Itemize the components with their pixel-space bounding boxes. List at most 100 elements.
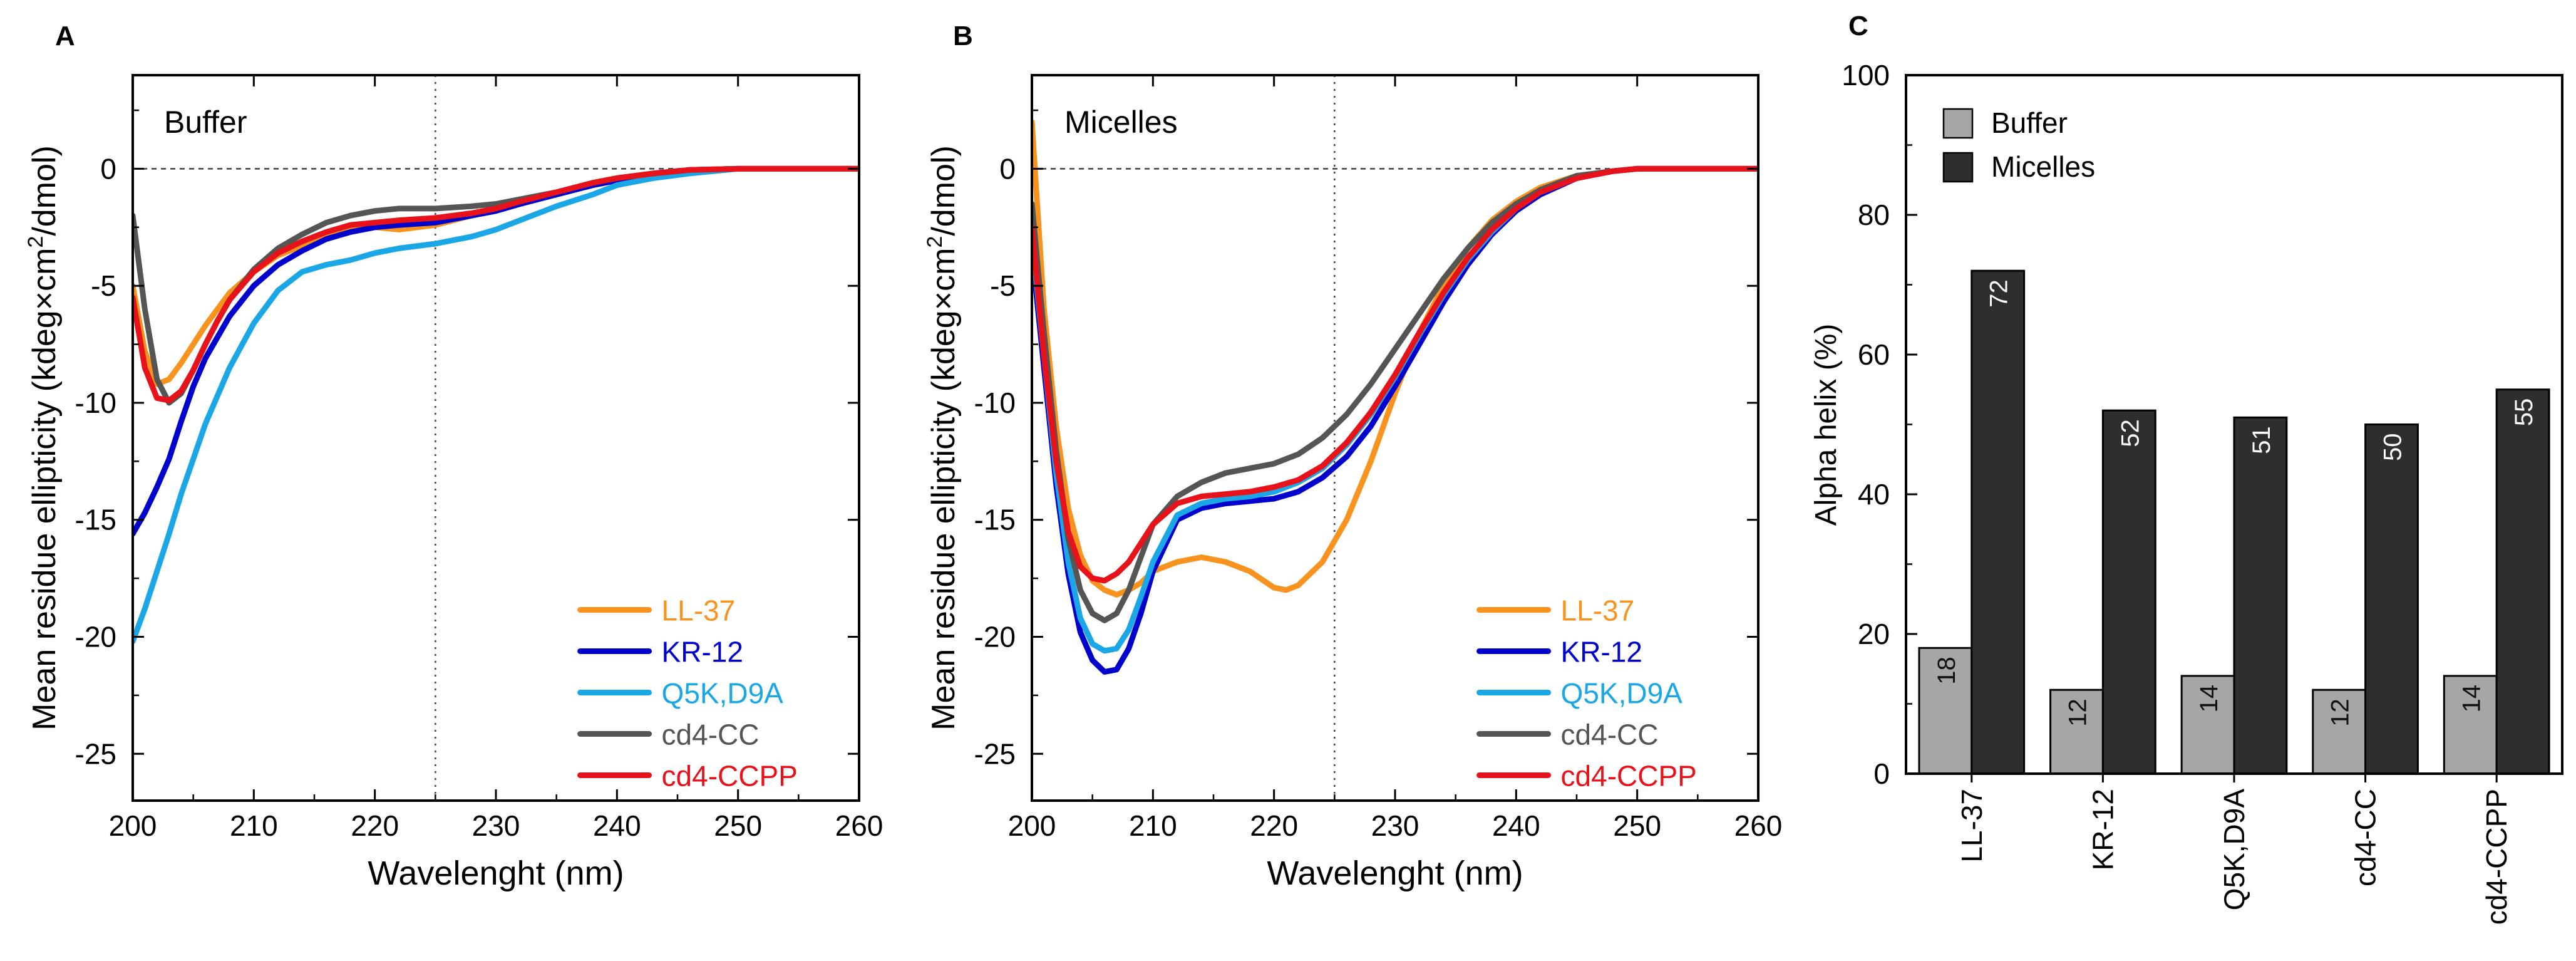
x-tick-label: 210	[1129, 809, 1177, 842]
bar-value-label: 12	[2064, 699, 2091, 727]
x-tick-label: 200	[109, 809, 157, 842]
y-axis-ticks: 0 -5 -10 -15 -20 -25	[75, 109, 859, 770]
x-category-label: Q5K,D9A	[2218, 789, 2250, 911]
x-tick-label: 260	[835, 809, 884, 842]
bar-value-label: 52	[2116, 419, 2144, 447]
bar-value-label: 50	[2379, 434, 2407, 462]
panel-title-buffer: Buffer	[164, 105, 247, 140]
bar-value-label: 72	[1986, 279, 2013, 308]
y-label-unit: /dmol)	[925, 145, 962, 236]
y-tick-label: 0	[999, 152, 1016, 185]
y-tick-label: -10	[75, 387, 116, 419]
y-tick-label: -5	[91, 269, 116, 302]
series-line-q5k-d9a	[133, 165, 859, 645]
panel-c-alpha-helix-bars: C 18 72 12 52 14 51 12 50 14 55 0 20 40 60 80 100 LL-3…	[1810, 11, 2563, 925]
y-tick-label: -15	[974, 504, 1016, 536]
y-label-unit: /dmol)	[26, 145, 63, 236]
legend: LL-37 KR-12 Q5K,D9A cd4-CC cd4-CCPP	[577, 594, 798, 792]
y-tick-label: -20	[75, 621, 116, 653]
y-tick-label: 100	[1842, 59, 1890, 91]
bar-value-label: 55	[2510, 398, 2538, 427]
x-tick-label: 200	[1008, 809, 1056, 842]
x-tick-label: 220	[1250, 809, 1298, 842]
legend-label: cd4-CCPP	[662, 759, 798, 792]
y-tick-label: 20	[1858, 618, 1890, 650]
series-line-ll-37	[1032, 119, 1758, 598]
y-tick-label: -20	[974, 621, 1016, 653]
y-tick-label: -15	[75, 504, 116, 536]
x-category-label: cd4-CCPP	[2480, 789, 2513, 925]
bar-micelles-q5k-d9a	[2233, 416, 2288, 775]
x-axis-category-labels: LL-37 KR-12 Q5K,D9A cd4-CC cd4-CCPP	[1955, 774, 2513, 925]
x-tick-label: 240	[1492, 809, 1540, 842]
y-tick-label: 80	[1858, 199, 1890, 231]
x-tick-label: 260	[1734, 809, 1783, 842]
legend-label: Micelles	[1991, 150, 2095, 183]
bar-micelles-cd4-cc	[2364, 423, 2419, 775]
bar-value-label: 51	[2248, 426, 2275, 454]
legend-label: KR-12	[1561, 635, 1642, 668]
bar-micelles-ll-37	[1971, 269, 2026, 775]
x-category-label: LL-37	[1955, 789, 1988, 863]
panel-b-micelles-cd-spectra: B 200 210 220 230 240 250 260 0-5-10-15-20-25 …	[923, 21, 1782, 892]
x-tick-label: 240	[593, 809, 641, 842]
legend-label: Q5K,D9A	[662, 677, 784, 709]
legend-label: cd4-CC	[662, 718, 760, 751]
bar-value-label: 14	[2195, 685, 2223, 713]
spectra-lines	[133, 165, 859, 645]
legend-label: LL-37	[662, 594, 736, 626]
y-tick-label: 40	[1858, 478, 1890, 511]
y-label-superscript: 2	[24, 236, 48, 248]
legend-label: LL-37	[1561, 594, 1635, 626]
y-tick-label: 0	[100, 152, 116, 185]
x-axis-label: Wavelenght (nm)	[1267, 855, 1523, 892]
legend: Buffer Micelles	[1942, 106, 2095, 183]
y-label-main: Mean residue ellipticity (kdeg×cm	[26, 248, 63, 730]
y-axis-label: Mean residue ellipticity (kdeg×cm2/dmol)	[923, 145, 962, 730]
x-tick-label: 250	[714, 809, 762, 842]
y-tick-label: 60	[1858, 338, 1890, 371]
legend-label: cd4-CC	[1561, 718, 1659, 751]
legend-swatch	[1942, 152, 1974, 183]
legend: LL-37 KR-12 Q5K,D9A cd4-CC cd4-CCPP	[1476, 594, 1697, 792]
series-line-cd4-ccpp	[1032, 165, 1758, 584]
y-tick-label: 0	[1873, 757, 1890, 790]
legend-label: Buffer	[1991, 106, 2068, 139]
panel-label-b: B	[953, 21, 973, 51]
bar-value-label: 14	[2458, 685, 2485, 713]
spectra-lines	[1032, 119, 1758, 675]
x-tick-label: 220	[351, 809, 399, 842]
y-tick-label: -10	[974, 387, 1016, 419]
legend-label: cd4-CCPP	[1561, 759, 1697, 792]
bar-buffer-cd4-cc	[2312, 688, 2367, 775]
series-line-q5k-d9a	[1032, 165, 1758, 654]
legend-label: Q5K,D9A	[1561, 677, 1683, 709]
legend-label: KR-12	[662, 635, 743, 668]
panel-label-c: C	[1848, 11, 1868, 41]
x-axis-ticks: 200 210 220 230 240 250 260	[109, 75, 884, 842]
y-axis-ticks: 0 -5 -10 -15 -20 -25	[974, 109, 1758, 770]
bar-buffer-kr-12	[2049, 688, 2104, 775]
panel-a-buffer-cd-spectra: A 200 210 220 230 240 250 260 0-5-10-15-20-25 …	[24, 21, 883, 892]
bar-series: 18 72 12 52 14 51 12 50 14 55	[1918, 269, 2550, 775]
x-tick-label: 250	[1613, 809, 1661, 842]
x-tick-label: 230	[1371, 809, 1419, 842]
bar-value-label: 12	[2327, 699, 2354, 727]
x-category-label: cd4-CC	[2349, 789, 2382, 886]
bar-value-label: 18	[1933, 657, 1960, 685]
y-label-superscript: 2	[923, 236, 947, 248]
x-tick-label: 210	[230, 809, 278, 842]
x-axis-label: Wavelenght (nm)	[368, 855, 624, 892]
bar-buffer-q5k-d9a	[2180, 675, 2235, 775]
bar-micelles-cd4-ccpp	[2495, 388, 2550, 775]
y-axis-label: Mean residue ellipticity (kdeg×cm2/dmol)	[24, 145, 63, 730]
legend-swatch	[1942, 108, 1974, 139]
y-axis-ticks: 0 20 40 60 80 100	[1842, 59, 1917, 790]
panel-title-micelles: Micelles	[1064, 105, 1178, 140]
x-tick-label: 230	[472, 809, 520, 842]
series-line-cd4-ccpp	[133, 165, 859, 403]
x-axis-ticks: 200 210 220 230 240 250 260	[1008, 75, 1783, 842]
bar-micelles-kr-12	[2101, 409, 2156, 775]
bar-buffer-cd4-ccpp	[2443, 675, 2498, 775]
